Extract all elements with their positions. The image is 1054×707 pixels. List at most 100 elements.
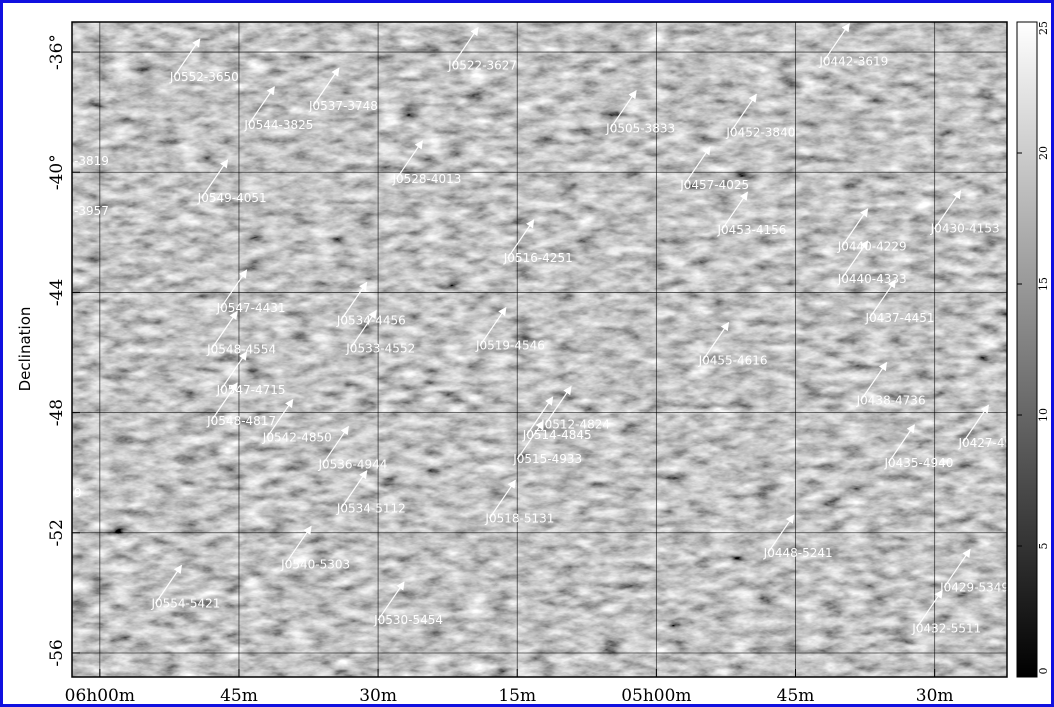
source-arrow-2 bbox=[822, 22, 850, 62]
source-label-30: J0435-4940 bbox=[883, 456, 953, 470]
source-label-3: J0537-3748 bbox=[308, 99, 378, 113]
source-arrow-33 bbox=[488, 479, 516, 519]
colorbar-tick-label-1: 5 bbox=[1037, 543, 1050, 550]
source-arrow-7 bbox=[201, 159, 229, 199]
source-label-38: J0530-5454 bbox=[373, 613, 443, 627]
colorbar-tick-label-5: 25 bbox=[1037, 21, 1050, 35]
source-label-4: J0544-3825 bbox=[243, 118, 313, 132]
source-arrow-3 bbox=[312, 67, 340, 107]
source-label-13: J0516-4251 bbox=[503, 251, 573, 265]
source-arrow-39 bbox=[915, 589, 943, 629]
source-label-8: J0528-4013 bbox=[391, 172, 461, 186]
source-arrow-31 bbox=[961, 404, 989, 444]
source-arrow-25 bbox=[544, 385, 572, 425]
source-label-18: J0548-4554 bbox=[206, 343, 276, 357]
x-tick-label-3: 15m bbox=[498, 686, 536, 706]
x-tick-label-5: 45m bbox=[777, 686, 815, 706]
source-label-22: J0547-4715 bbox=[216, 383, 286, 397]
x-tick-label-0: 06h00m bbox=[65, 686, 135, 706]
source-arrow-35 bbox=[284, 525, 312, 565]
source-arrow-5 bbox=[609, 89, 637, 130]
x-tick-label-2: 30m bbox=[359, 686, 397, 706]
source-label-28: J0536-4944 bbox=[317, 458, 387, 472]
source-arrow-0 bbox=[173, 38, 201, 78]
source-arrow-32 bbox=[340, 470, 368, 510]
source-label-17: J0437-4451 bbox=[865, 311, 935, 325]
clipped-label-2: 9 bbox=[74, 486, 82, 500]
source-arrow-37 bbox=[943, 548, 971, 588]
source-label-26: J0514-4845 bbox=[522, 428, 592, 442]
source-arrow-23 bbox=[210, 382, 238, 422]
source-arrow-28 bbox=[321, 425, 349, 465]
source-arrow-12 bbox=[841, 208, 869, 248]
colorbar-tick-label-2: 10 bbox=[1037, 408, 1050, 422]
source-arrow-34 bbox=[767, 514, 795, 554]
colorbar-gradient bbox=[1016, 21, 1038, 678]
source-arrows bbox=[154, 22, 989, 629]
source-label-36: J0554-5421 bbox=[150, 596, 220, 610]
y-tick-label-1: -40° bbox=[47, 154, 67, 190]
source-arrow-36 bbox=[154, 564, 182, 604]
source-arrow-26 bbox=[526, 396, 554, 436]
source-label-9: J0457-4025 bbox=[679, 178, 749, 192]
source-arrow-10 bbox=[720, 191, 748, 231]
plot-border bbox=[71, 21, 1008, 678]
source-label-35: J0540-5303 bbox=[280, 557, 350, 571]
noise-map-image bbox=[72, 22, 1007, 677]
source-arrow-27 bbox=[860, 361, 888, 401]
source-label-12: J0440-4229 bbox=[837, 240, 907, 254]
source-arrow-20 bbox=[479, 306, 507, 346]
source-arrow-1 bbox=[451, 26, 479, 66]
source-label-20: J0519-4546 bbox=[475, 339, 545, 353]
source-label-23: J0548-4817 bbox=[206, 414, 276, 428]
y-tick-label-5: -56 bbox=[47, 639, 67, 666]
source-label-5: J0505-3833 bbox=[605, 122, 675, 136]
source-arrow-30 bbox=[887, 424, 915, 464]
x-tick-label-4: 05h00m bbox=[621, 686, 691, 706]
source-arrow-15 bbox=[220, 269, 248, 309]
source-arrow-11 bbox=[934, 190, 962, 230]
colorbar: 0 5 10 15 20 25 bbox=[1016, 21, 1050, 678]
clipped-label-1: -3957 bbox=[74, 204, 109, 218]
coordinate-grid bbox=[72, 22, 1007, 677]
x-tick-label-6: 30m bbox=[916, 686, 954, 706]
source-label-27: J0438-4736 bbox=[856, 394, 926, 408]
source-arrow-29 bbox=[516, 420, 544, 460]
source-label-31: J0427-4901 bbox=[957, 436, 1027, 450]
source-arrow-6 bbox=[729, 93, 757, 133]
y-axis: Declination -36° -40° -44 -48 -52 -56 bbox=[16, 34, 80, 667]
y-tick-label-4: -52 bbox=[47, 519, 67, 546]
source-arrow-14 bbox=[841, 240, 869, 280]
x-axis: 06h00m 45m 30m 15m 05h00m 45m 30m bbox=[65, 669, 954, 706]
source-label-25: J0512-4824 bbox=[540, 418, 610, 432]
source-arrow-21 bbox=[702, 321, 730, 361]
y-tick-label-2: -44 bbox=[47, 279, 67, 306]
source-arrow-38 bbox=[377, 581, 405, 621]
source-arrow-9 bbox=[683, 146, 711, 186]
source-label-16: J0534-4456 bbox=[336, 313, 406, 327]
source-label-0: J0552-3650 bbox=[169, 70, 239, 84]
source-arrow-8 bbox=[395, 140, 423, 180]
source-arrow-4 bbox=[247, 86, 275, 126]
source-label-7: J0549-4051 bbox=[197, 191, 267, 205]
source-label-14: J0440-4333 bbox=[837, 272, 907, 286]
source-label-34: J0448-5241 bbox=[763, 546, 833, 560]
source-arrow-19 bbox=[349, 309, 377, 349]
y-tick-label-3: -48 bbox=[47, 399, 67, 426]
source-arrow-17 bbox=[869, 279, 897, 319]
clipped-label-0: -3819 bbox=[74, 154, 109, 168]
source-arrow-24 bbox=[266, 398, 294, 438]
source-label-10: J0453-4156 bbox=[716, 223, 786, 237]
source-label-6: J0452-3840 bbox=[725, 125, 795, 139]
source-label-29: J0515-4933 bbox=[512, 452, 582, 466]
source-label-2: J0442-3619 bbox=[818, 55, 888, 69]
source-arrow-18 bbox=[210, 310, 238, 350]
source-label-24: J0542-4850 bbox=[262, 431, 332, 445]
plot-area: J0552-3650 J0522-3627 J0442-3619 J0537-3748… bbox=[71, 21, 1027, 678]
source-label-37: J0429-5349 bbox=[939, 580, 1009, 594]
colorbar-tick-label-4: 20 bbox=[1037, 146, 1050, 160]
colorbar-tick-label-0: 0 bbox=[1037, 668, 1050, 675]
source-labels: J0552-3650 J0522-3627 J0442-3619 J0537-3748… bbox=[74, 55, 1027, 636]
x-tick-label-1: 45m bbox=[220, 686, 258, 706]
